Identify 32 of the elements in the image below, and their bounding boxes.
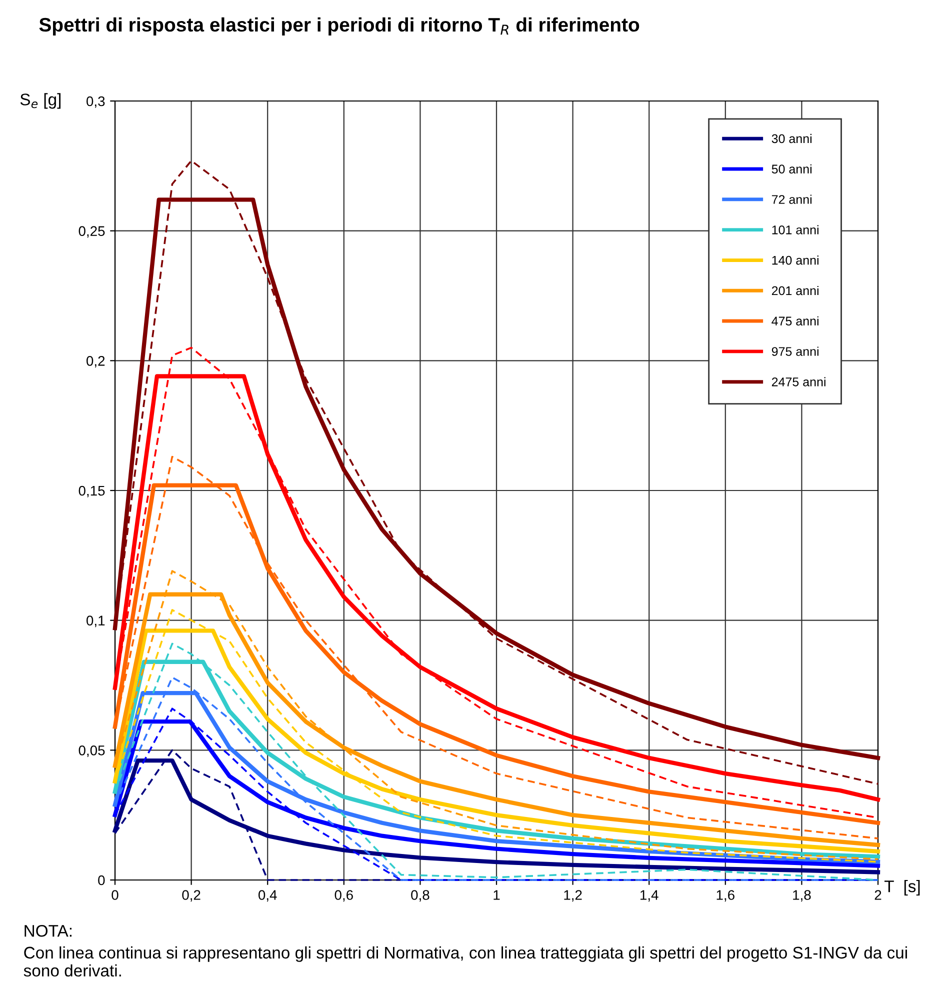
- x-tick-label: 0,8: [411, 890, 430, 902]
- legend-label: 475 anni: [772, 316, 818, 326]
- y-tick-label: 0,25: [78, 226, 105, 238]
- x-tick-label: 2: [874, 890, 882, 900]
- legend-label: 50 anni: [772, 164, 812, 174]
- x-axis-title: T [s]: [884, 880, 920, 896]
- x-tick-label: 1,6: [716, 890, 734, 902]
- x-tick-label: 0,2: [182, 890, 200, 902]
- y-tick-label: 0,05: [78, 746, 105, 757]
- x-tick-label: 0: [112, 890, 118, 900]
- legend-label: 72 anni: [772, 194, 812, 204]
- y-tick-label: 0,3: [86, 96, 105, 108]
- x-tick-label: 1: [494, 890, 500, 900]
- x-tick-label: 1,2: [564, 890, 582, 902]
- legend-label: 2475 anni: [772, 377, 826, 386]
- y-axis-title: S$_{e}$ [g]: [20, 93, 61, 109]
- y-tick-label: 0,15: [78, 486, 105, 498]
- legend-label: 975 anni: [772, 346, 818, 356]
- x-tick-label: 1,8: [793, 890, 811, 902]
- legend-label: 101 anni: [772, 225, 818, 234]
- x-tick-label: 0,4: [258, 890, 277, 902]
- text: NOTA:: [24, 924, 72, 937]
- chart-title: Spettri di risposta elastici per i periodi di ritorno T$_{R}$ di riferimento: [39, 17, 640, 36]
- text: Con linea continua si rappresentano gli spettri di Normativa, con linea tratteggiata gli spettri del progetto S1-INGV da cui sono derivati.: [24, 946, 907, 977]
- legend-label: 30 anni: [772, 134, 812, 144]
- x-tick-label: 0,6: [334, 890, 353, 902]
- x-tick-label: 1,4: [640, 890, 658, 902]
- y-tick-label: 0: [98, 875, 105, 886]
- legend-label: 201 anni: [772, 286, 818, 296]
- y-tick-label: 0,2: [86, 356, 105, 368]
- y-tick-label: 0,1: [86, 616, 105, 628]
- legend-label: 140 anni: [772, 256, 818, 265]
